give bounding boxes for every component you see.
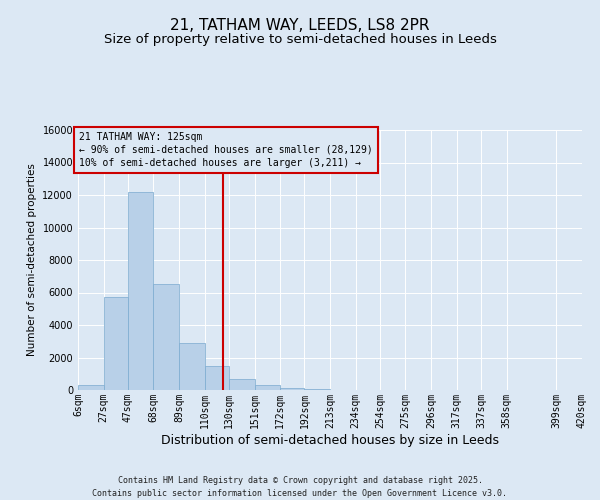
Bar: [254, 386, 280, 390]
Text: 21, TATHAM WAY, LEEDS, LS8 2PR: 21, TATHAM WAY, LEEDS, LS8 2PR: [170, 18, 430, 32]
Bar: [205, 366, 229, 390]
Bar: [304, 388, 330, 390]
Text: 21 TATHAM WAY: 125sqm
← 90% of semi-detached houses are smaller (28,129)
10% of : 21 TATHAM WAY: 125sqm ← 90% of semi-deta…: [79, 132, 373, 168]
Bar: [154, 284, 179, 390]
X-axis label: Distribution of semi-detached houses by size in Leeds: Distribution of semi-detached houses by …: [161, 434, 499, 446]
Bar: [229, 379, 254, 390]
Text: Contains HM Land Registry data © Crown copyright and database right 2025.
Contai: Contains HM Land Registry data © Crown c…: [92, 476, 508, 498]
Y-axis label: Number of semi-detached properties: Number of semi-detached properties: [27, 164, 37, 356]
Bar: [179, 343, 205, 390]
Bar: [104, 296, 128, 390]
Text: Size of property relative to semi-detached houses in Leeds: Size of property relative to semi-detach…: [104, 32, 496, 46]
Bar: [280, 388, 304, 390]
Bar: [78, 385, 104, 390]
Bar: [128, 192, 154, 390]
